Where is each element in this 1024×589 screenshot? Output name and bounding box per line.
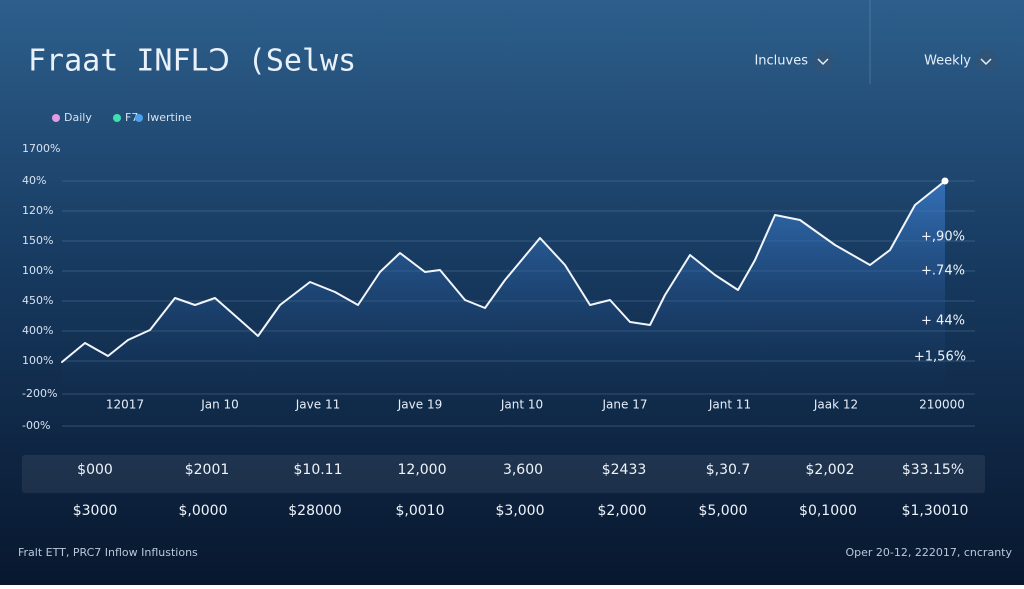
area-glow (62, 181, 945, 395)
legend-dot (135, 114, 143, 122)
dropdown-label[interactable]: Weekly (924, 54, 971, 69)
annotation: +1,56% (914, 350, 966, 365)
annotation: +.74% (921, 264, 965, 279)
footer-source: Fralt ETT, PRC7 Inflow Influstions (18, 546, 198, 559)
table-cell: $2433 (602, 462, 647, 478)
legend-dot (113, 114, 121, 122)
x-axis-label: 12017 (106, 398, 144, 412)
table-cell: $33.15% (902, 462, 964, 478)
y-axis-label: 1700% (22, 142, 60, 155)
y-axis-label: -200% (22, 387, 57, 400)
table-cell: $2,002 (806, 462, 855, 478)
x-axis-label: Jave 19 (397, 398, 442, 412)
table-cell: $0,1000 (799, 503, 857, 519)
dropdown-button[interactable] (812, 50, 834, 72)
y-axis-label: -00% (22, 419, 50, 432)
annotation: + 44% (921, 314, 965, 329)
legend-label: F7 (125, 111, 138, 124)
table-cell: $2,000 (598, 503, 647, 519)
x-axis-label: Jane 17 (602, 398, 648, 412)
table-cell: $5,000 (699, 503, 748, 519)
end-point (941, 177, 949, 185)
y-axis-label: 400% (22, 324, 53, 337)
table-cell: $,0010 (396, 503, 445, 519)
x-axis-label: Jave 11 (295, 398, 340, 412)
y-axis-label: 450% (22, 294, 53, 307)
x-axis-label: Jant 10 (500, 398, 543, 412)
table-cell: 12,000 (398, 462, 447, 478)
y-axis-label: 100% (22, 354, 53, 367)
x-axis-label: Jan 10 (200, 398, 239, 412)
table-cell: $3,000 (496, 503, 545, 519)
table-cell: $10.11 (294, 462, 343, 478)
x-axis-label: Jant 11 (708, 398, 751, 412)
table-cell: $,30.7 (706, 462, 751, 478)
table-row-band (22, 455, 985, 493)
legend-label: Daily (64, 111, 92, 124)
dropdown-label[interactable]: Incluves (754, 54, 808, 69)
table-cell: $,0000 (179, 503, 228, 519)
line (61, 180, 946, 363)
y-axis-label: 150% (22, 234, 53, 247)
table-cell: $28000 (288, 503, 341, 519)
y-axis-label: 100% (22, 264, 53, 277)
table-cell: $000 (77, 462, 113, 478)
y-axis-label: 120% (22, 204, 53, 217)
x-axis-label: Jaak 12 (813, 398, 858, 412)
legend-label: Iwertine (147, 111, 192, 124)
footer-note: Oper 20-12, 222017, cncranty (846, 546, 1013, 559)
legend-dot (52, 114, 60, 122)
table-cell: 3,600 (503, 462, 543, 478)
annotation: +,90% (921, 230, 965, 245)
table-cell: $1,30010 (902, 503, 969, 519)
title: Fraat INFLↃ (Selws (28, 44, 356, 79)
dropdown-button[interactable] (975, 50, 997, 72)
table-cell: $2001 (185, 462, 230, 478)
y-axis-label: 40% (22, 174, 46, 187)
table-cell: $3000 (73, 503, 118, 519)
x-axis-label: 210000 (919, 398, 965, 412)
chevron (980, 58, 992, 66)
chevron (817, 58, 829, 66)
